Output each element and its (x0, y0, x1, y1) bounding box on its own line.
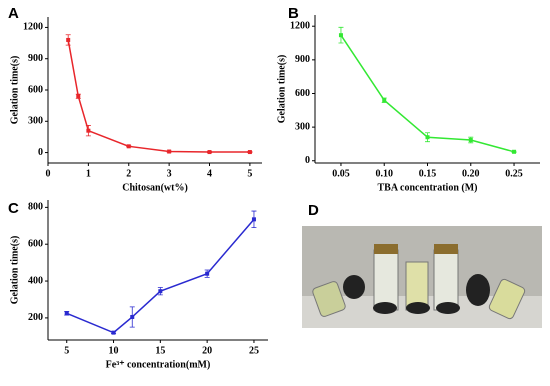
data-point (468, 138, 473, 143)
data-point (382, 98, 387, 103)
vial (488, 278, 526, 320)
cap (343, 275, 365, 299)
y-tick-label: 200 (28, 312, 43, 323)
data-point (130, 314, 135, 319)
data-line (67, 39, 250, 153)
data-point (76, 94, 81, 99)
x-tick-label: 20 (202, 345, 212, 356)
y-tick-label: 300 (28, 116, 43, 127)
data-point (207, 150, 212, 155)
data-point (167, 149, 172, 154)
panel-label: C (8, 200, 19, 217)
y-tick-label: 400 (28, 275, 43, 286)
x-tick-label: 15 (155, 345, 165, 356)
y-axis-label: Gelation time(s) (9, 56, 20, 125)
panel-label: D (308, 202, 319, 219)
y-tick-label: 300 (295, 121, 310, 132)
x-tick-label: 5 (64, 345, 69, 356)
y-axis-label: Gelation time(s) (9, 236, 20, 305)
photo: D (302, 202, 542, 328)
x-tick-label: 3 (167, 168, 172, 179)
data-point (205, 271, 210, 276)
x-tick-label: 0 (46, 168, 51, 179)
data-point (247, 150, 252, 155)
vial (433, 249, 459, 311)
y-tick-label: 600 (28, 239, 43, 250)
x-tick-label: 1 (86, 168, 91, 179)
data-point (338, 33, 343, 38)
x-axis-label: Fe³⁺ concentration(mM) (106, 359, 211, 370)
data-point (512, 149, 517, 154)
x-tick-label: 25 (249, 345, 259, 356)
panel-label: B (288, 5, 299, 22)
data-point (64, 311, 69, 316)
cap (373, 302, 397, 314)
y-tick-label: 0 (305, 155, 310, 166)
y-tick-label: 0 (38, 147, 43, 158)
y-tick-label: 900 (295, 54, 310, 65)
x-tick-label: 0.10 (375, 168, 393, 179)
y-tick-label: 600 (28, 84, 43, 95)
data-point (111, 330, 116, 335)
data-point (126, 144, 131, 149)
y-axis-label: Gelation time(s) (276, 55, 287, 124)
y-tick-label: 1200 (23, 22, 43, 33)
x-tick-label: 0.15 (419, 168, 437, 179)
data-line (66, 218, 255, 334)
x-tick-label: 5 (247, 168, 252, 179)
vial (312, 281, 346, 317)
x-tick-label: 2 (126, 168, 131, 179)
data-point (86, 128, 91, 133)
cap (466, 274, 490, 306)
y-tick-label: 800 (28, 202, 43, 213)
cap (436, 302, 460, 314)
x-tick-label: 0.25 (505, 168, 523, 179)
x-axis-label: TBA concentration (M) (378, 182, 478, 193)
vial-cap (434, 244, 458, 254)
x-tick-label: 4 (207, 168, 212, 179)
data-point (425, 135, 430, 140)
x-axis-label: Chitosan(wt%) (122, 182, 188, 193)
y-tick-label: 600 (295, 88, 310, 99)
y-tick-label: 900 (28, 53, 43, 64)
data-point (251, 217, 256, 222)
data-point (66, 37, 71, 42)
x-tick-label: 0.20 (462, 168, 480, 179)
cap (406, 302, 430, 314)
vial-cap (374, 244, 398, 254)
y-tick-label: 1200 (290, 21, 310, 32)
data-point (158, 289, 163, 294)
x-tick-label: 10 (109, 345, 119, 356)
vial (373, 249, 399, 311)
x-tick-label: 0.05 (332, 168, 350, 179)
panel-label: A (8, 5, 19, 22)
